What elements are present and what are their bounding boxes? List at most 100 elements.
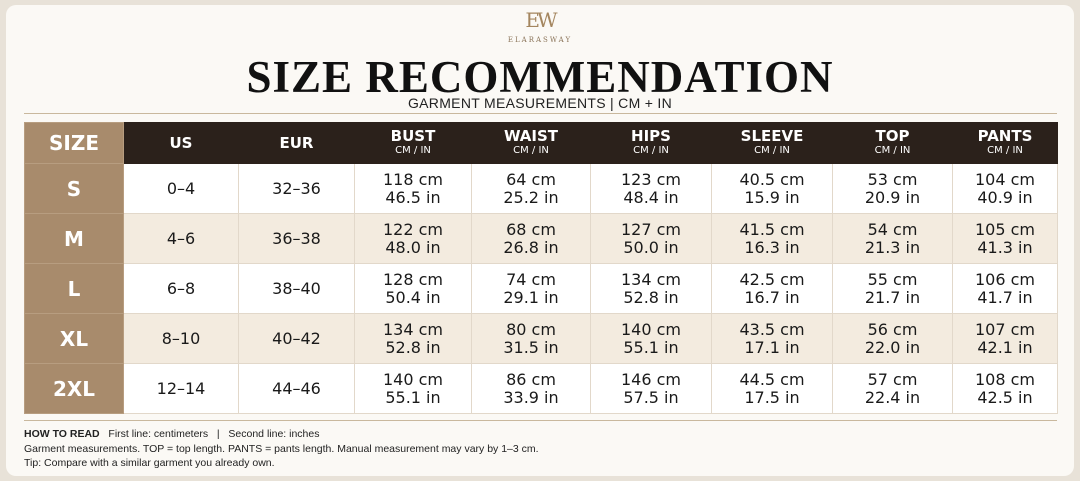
measurement-cell: 55 cm 21.7 in [832,263,953,314]
cm-value: 104 cm [974,169,1035,189]
measurement-cell: 106 cm 41.7 in [952,263,1058,314]
cm-value: 64 cm [506,169,556,189]
cell: 0–4 [123,163,239,214]
cell: 6–8 [123,263,239,314]
cm-value: 106 cm [974,269,1035,289]
cm-value: 146 cm [620,369,681,389]
measurement-cell: 54 cm 21.3 in [832,213,953,264]
cell: 32–36 [238,163,355,214]
note-line: Garment measurements. TOP = top length. … [24,443,539,455]
size-cell: L [24,263,124,314]
in-value: 26.8 in [503,237,559,257]
note-text: First line: centimeters | Second line: i… [108,428,320,440]
column-header: SIZE [24,122,124,164]
in-value: 25.2 in [503,187,559,207]
in-value: 46.5 in [385,187,441,207]
in-value: 55.1 in [385,387,441,407]
in-value: 22.4 in [864,387,921,407]
measurement-cell: 57 cm 22.4 in [832,363,953,414]
column-header: HIPS CM / IN [590,122,712,164]
measurement-cell: 146 cm 57.5 in [590,363,712,414]
in-value: 33.9 in [503,387,559,407]
measurement-cell: 43.5 cm 17.1 in [711,313,833,364]
column-unit: CM / IN [754,145,790,156]
size-cell: S [24,163,124,214]
cm-value: 127 cm [620,219,681,239]
measurement-cell: 122 cm 48.0 in [354,213,472,264]
in-value: 16.7 in [744,287,800,307]
cell: 44–46 [238,363,355,414]
in-value: 17.5 in [744,387,800,407]
cm-value: 68 cm [506,219,556,239]
note-text: Garment measurements. TOP = top length. … [24,442,539,455]
measurement-cell: 104 cm 40.9 in [952,163,1058,214]
in-value: 50.0 in [623,237,679,257]
column-label: SLEEVE [740,127,804,145]
brand-name: ELARASWAY [507,36,573,44]
size-row: S 0–4 32–36 118 cm 46.5 in 64 cm 25.2 in 123 cm… [24,163,1058,214]
in-value: 42.5 in [977,387,1033,407]
in-value: 21.3 in [864,237,921,257]
measurement-cell: 140 cm 55.1 in [354,363,472,414]
cell: 4–6 [123,213,239,264]
in-value: 55.1 in [623,337,679,357]
measurement-cell: 118 cm 46.5 in [354,163,472,214]
measurement-cell: 68 cm 26.8 in [471,213,591,264]
in-value: 31.5 in [503,337,559,357]
divider [24,113,1057,114]
column-header: WAIST CM / IN [471,122,591,164]
column-label: EUR [279,133,314,152]
column-unit: CM / IN [987,145,1023,156]
note-line: Tip: Compare with a similar garment you … [24,457,275,469]
size-row: L 6–8 38–40 128 cm 50.4 in 74 cm 29.1 in 134 cm… [24,263,1058,314]
measurement-cell: 108 cm 42.5 in [952,363,1058,414]
subtitle: GARMENT MEASUREMENTS | CM + IN [407,95,672,111]
measurement-cell: 107 cm 42.1 in [952,313,1058,364]
measurement-cell: 80 cm 31.5 in [471,313,591,364]
note-label: HOW TO READ [24,428,100,440]
cm-value: 54 cm [867,219,918,239]
size-table: SIZE US EUR BUST CM / IN WAIST CM / IN HIPS CM /… [24,122,1058,414]
in-value: 52.8 in [623,287,679,307]
column-header: BUST CM / IN [354,122,472,164]
cm-value: 44.5 cm [739,369,805,389]
measurement-cell: 41.5 cm 16.3 in [711,213,833,264]
column-unit: CM / IN [633,145,669,156]
note-line: HOW TO READ First line: centimeters | Se… [24,428,319,440]
in-value: 41.3 in [977,237,1033,257]
cm-value: 74 cm [506,269,556,289]
measurement-cell: 86 cm 33.9 in [471,363,591,414]
in-value: 29.1 in [503,287,559,307]
measurement-cell: 56 cm 22.0 in [832,313,953,364]
column-header: TOP CM / IN [832,122,953,164]
in-value: 41.7 in [977,287,1033,307]
cm-value: 122 cm [382,219,443,239]
measurement-cell: 40.5 cm 15.9 in [711,163,833,214]
in-value: 15.9 in [744,187,800,207]
cm-value: 86 cm [506,369,556,389]
in-value: 16.3 in [744,237,800,257]
measurement-cell: 44.5 cm 17.5 in [711,363,833,414]
cm-value: 134 cm [382,319,443,339]
size-row: 2XL 12–14 44–46 140 cm 55.1 in 86 cm 33.9 in 14… [24,363,1058,414]
cell: 12–14 [123,363,239,414]
cm-value: 128 cm [382,269,443,289]
size-cell: XL [24,313,124,364]
in-value: 20.9 in [864,187,921,207]
in-value: 57.5 in [623,387,679,407]
divider [24,420,1057,421]
measurement-cell: 134 cm 52.8 in [590,263,712,314]
cm-value: 123 cm [620,169,681,189]
cm-value: 118 cm [382,169,443,189]
cm-value: 105 cm [974,219,1035,239]
cm-value: 134 cm [620,269,681,289]
measurement-cell: 134 cm 52.8 in [354,313,472,364]
cell: 36–38 [238,213,355,264]
measurement-cell: 140 cm 55.1 in [590,313,712,364]
column-unit: CM / IN [874,145,911,156]
logo-monogram: EW [525,8,557,32]
column-label: WAIST [503,127,559,145]
column-header: EUR [238,122,355,164]
column-label: US [169,133,193,152]
note-text: Tip: Compare with a similar garment you … [24,457,275,469]
